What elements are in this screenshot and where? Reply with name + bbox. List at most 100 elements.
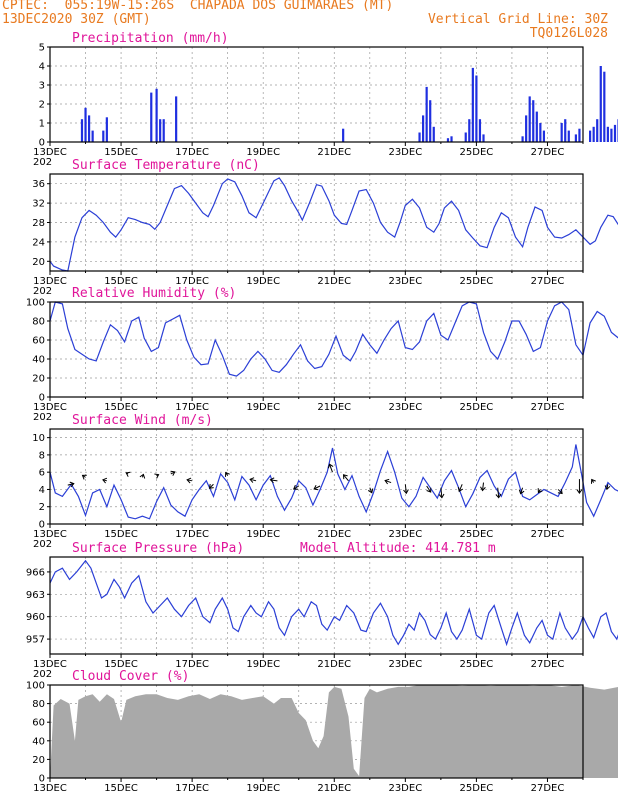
precip-bar [560,123,563,142]
wind-line [49,444,618,520]
precip-bar [159,119,162,142]
cloud-xtick-label: 27DEC [531,783,565,794]
wind-arrow [270,479,278,482]
temp-xtick-label: 19DEC [246,276,280,287]
wind-xtick-label: 17DEC [175,529,209,540]
wind-xtick-label: 21DEC [317,529,351,540]
precip-bar [450,136,453,142]
precip-ytick-label: 3 [39,81,45,92]
precip-bar [162,119,165,142]
wind-title: Surface Wind (m/s) [72,413,213,428]
pres-xtick-label: 21DEC [317,659,351,670]
cloud-ytick-label: 20 [32,755,45,766]
precip-bar [532,100,535,142]
precip-bar [521,136,524,142]
cloud-frame [49,684,584,779]
wind-arrow-head [225,471,230,477]
cloud-xtick-label: 23DEC [388,783,422,794]
wind-arrow [67,483,74,486]
rh-xtick-label: 15DEC [104,402,138,413]
rh-xtick-label: 17DEC [175,402,209,413]
temp-ytick-label: 24 [32,237,45,248]
precip-xtick-label: 15DEC [104,147,138,158]
precip-bar [599,66,602,142]
wind-xtick-label: 13DEC [33,529,67,540]
wind-xtick-label: 25DEC [460,529,494,540]
rh-ytick-label: 60 [32,336,45,347]
precip-ytick-label: 5 [39,43,45,54]
pres-frame [49,556,584,655]
wind-ytick-label: 6 [39,468,45,479]
temp-xtick-label: 25DEC [460,276,494,287]
temp-xtick-label: 27DEC [531,276,565,287]
wind-arrow-head [125,471,131,477]
rh-ytick-label: 40 [32,355,45,366]
rh-xtick-label: 13DEC [33,402,67,413]
cloud-title: Cloud Cover (%) [72,669,189,684]
wind-arrow-head [438,493,445,499]
precip-bar [432,126,435,142]
wind-arrow-head [313,484,319,491]
wind-arrow [440,487,443,498]
rh-ytick-label: 80 [32,317,45,328]
wind-arrow [557,489,563,494]
precip-bar [91,130,94,142]
pres-year-stub: 202 [33,669,52,680]
temp-line [49,177,618,272]
precip-xtick-label: 27DEC [531,147,565,158]
temp-xtick-label: 17DEC [175,276,209,287]
temp-xtick-label: 23DEC [388,276,422,287]
precip-ytick-label: 4 [39,62,45,73]
precip-bar [535,111,538,142]
rh-xtick-label: 19DEC [246,402,280,413]
precip-bar [592,126,595,142]
wind-arrow-head [591,478,596,484]
precip-xtick-label: 21DEC [317,147,351,158]
wind-arrow-head [269,477,275,484]
precip-bar [482,134,485,142]
wind-arrow-head [403,489,409,495]
precip-ytick-label: 1 [39,119,45,130]
rh-xtick-label: 27DEC [531,402,565,413]
precip-bar [422,115,425,142]
precip-bar [564,119,567,142]
wind-arrow-head [69,481,75,488]
wind-arrow-head [292,484,299,490]
wind-year-stub: 202 [33,539,52,550]
precip-bar [596,119,599,142]
precip-bar [80,119,84,142]
wind-arrow [293,485,299,490]
precip-year-stub: 202 [33,157,52,168]
wind-arrow [313,485,321,490]
precip-bar [471,67,474,142]
wind-arrow-head [81,474,87,480]
wind-arrow-head [604,485,611,491]
precip-bar [464,132,467,142]
wind-arrow-head [208,483,214,489]
wind-arrow-head [102,477,108,484]
rh-ytick-label: 0 [39,393,45,404]
wind-arrow [497,487,500,498]
wind-arrow [187,479,193,482]
temp-ytick-label: 36 [32,179,45,190]
rh-xtick-label: 21DEC [317,402,351,413]
pres-title: Surface Pressure (hPa) [72,541,244,556]
rh-frame [49,301,584,398]
rh-year-stub: 202 [33,412,52,423]
temp-ytick-label: 28 [32,218,45,229]
precip-bar [528,96,531,142]
wind-arrow [482,482,485,491]
precip-bar [175,96,178,142]
precip-bar [589,130,592,142]
wind-arrow-head [384,478,390,485]
pres-xtick-label: 13DEC [33,659,67,670]
precip-bar [150,92,153,142]
cloud-ytick-label: 80 [32,699,45,710]
header-model-id: TQ0126L028 [529,26,608,41]
precip-bar [155,88,158,142]
temp-year-stub: 202 [33,286,52,297]
rh-xtick-label: 25DEC [460,402,494,413]
wind-xtick-label: 15DEC [104,529,138,540]
wind-arrow-head [495,493,502,499]
pres-xtick-label: 15DEC [104,659,138,670]
